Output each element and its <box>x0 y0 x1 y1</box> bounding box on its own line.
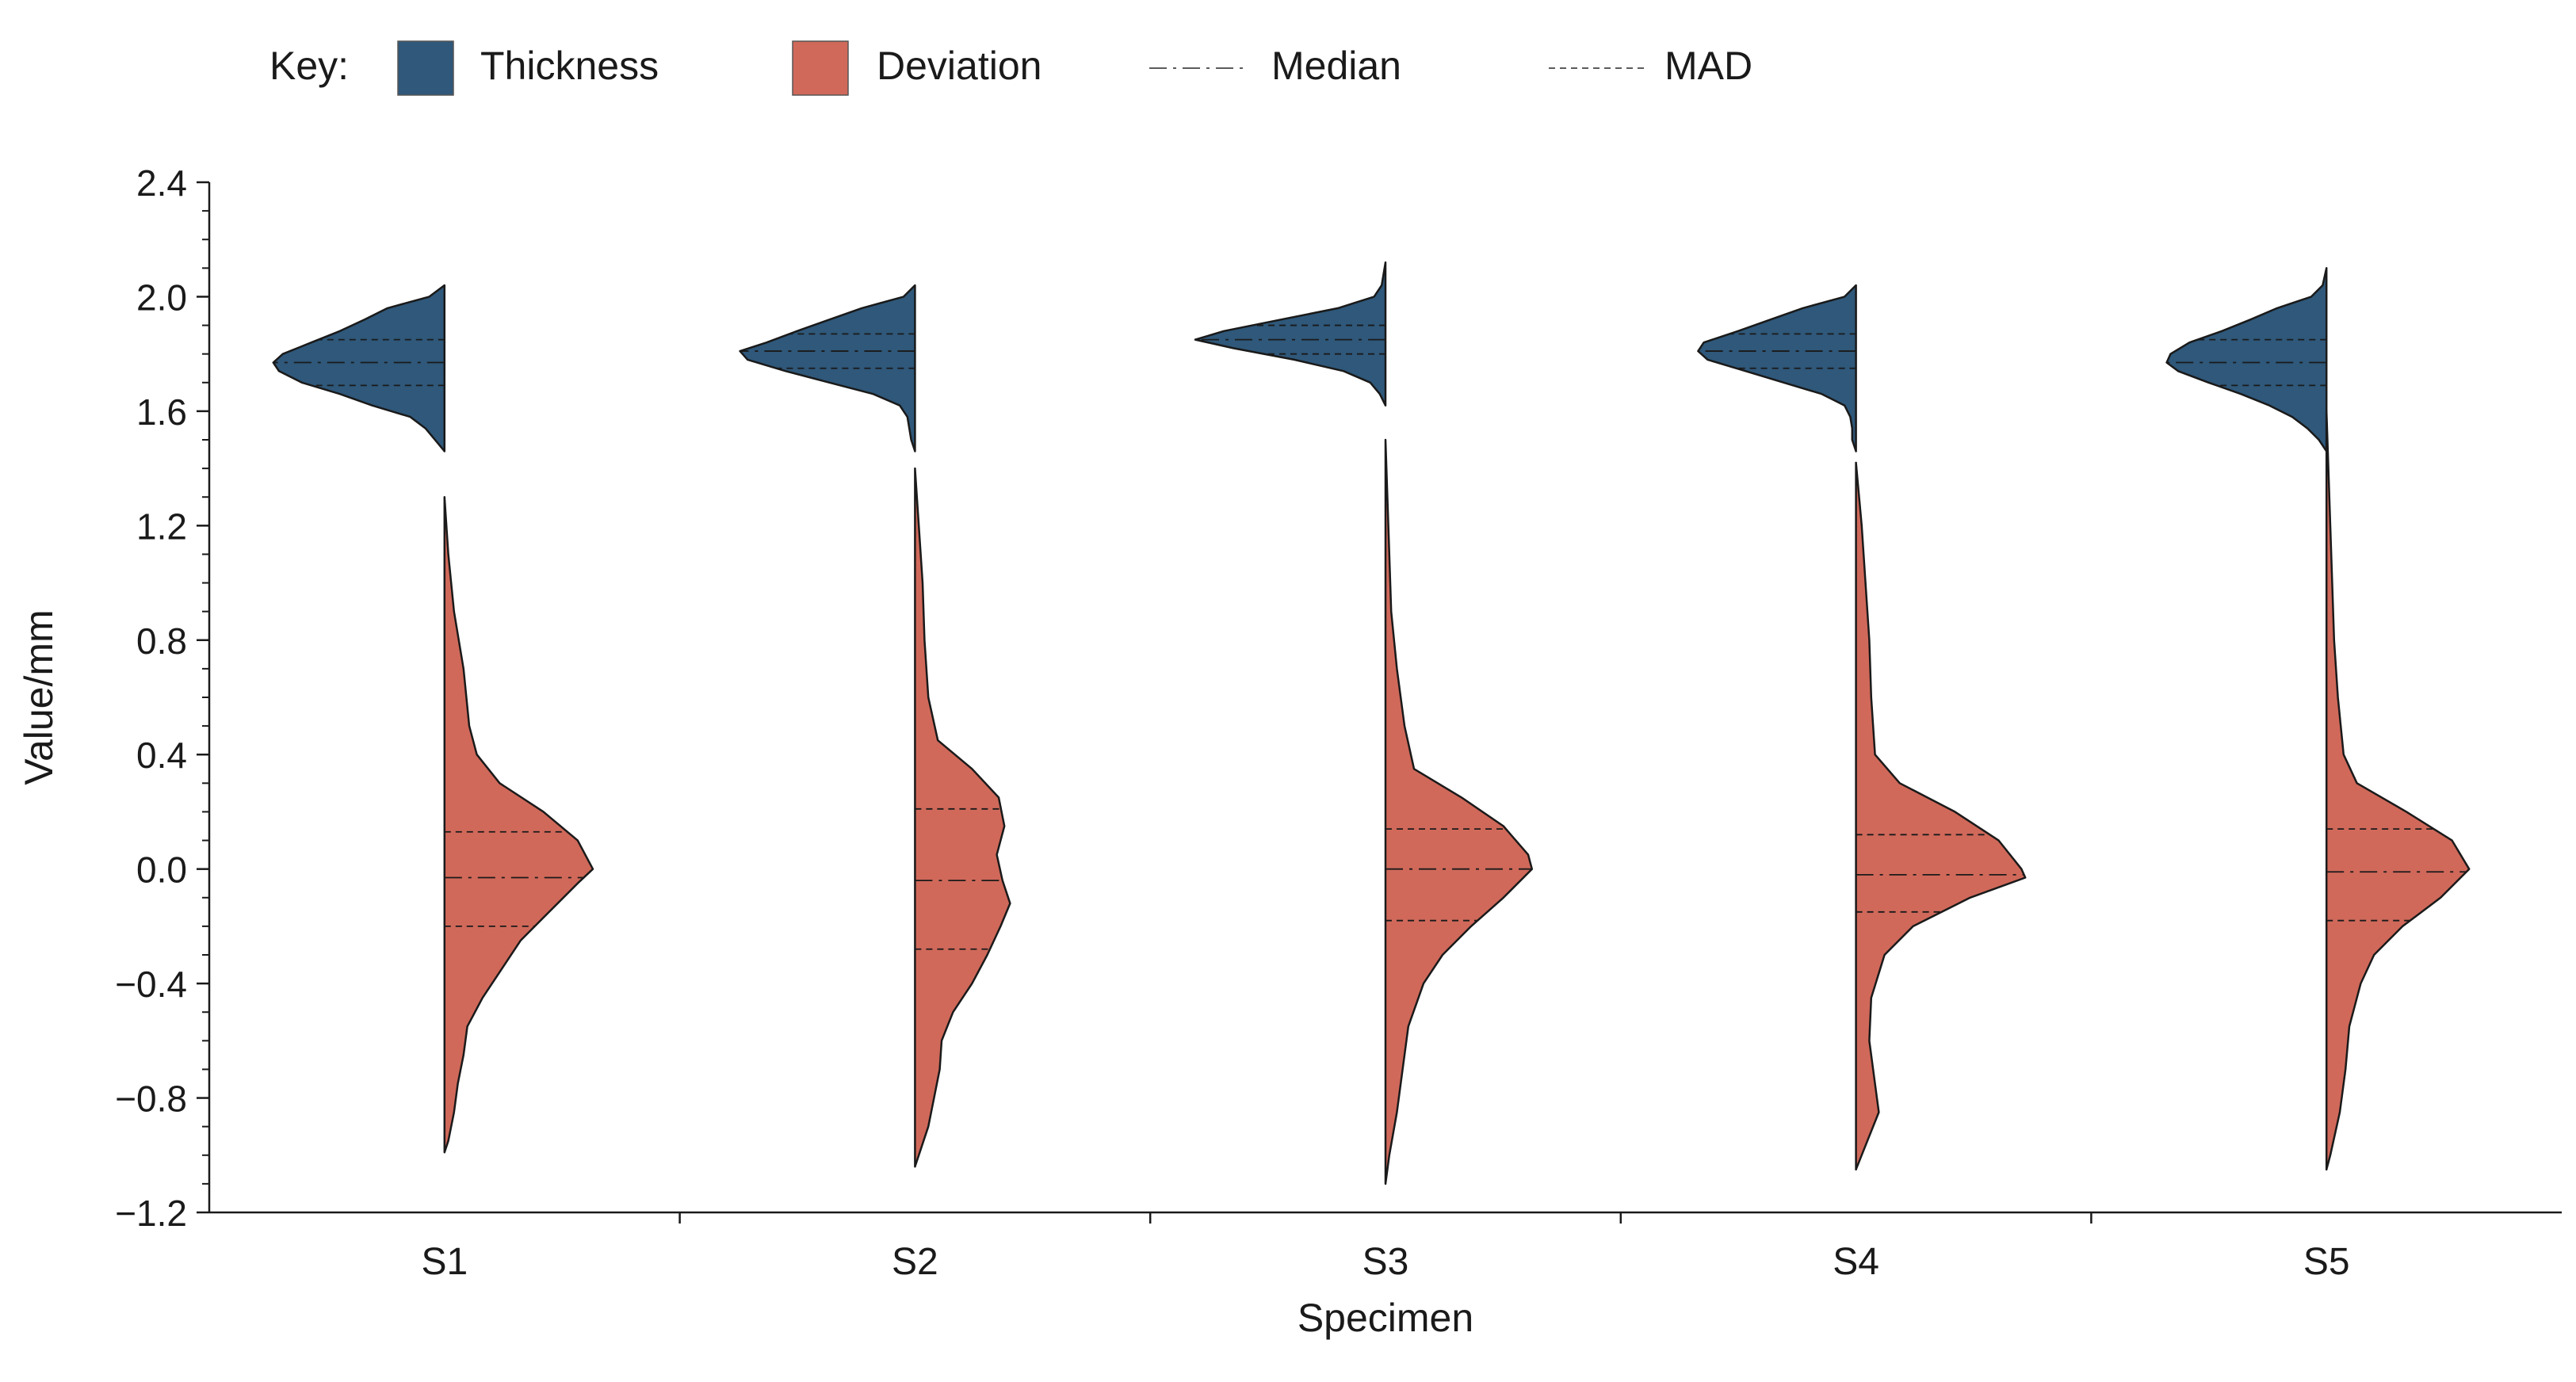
x-tick-label-s5: S5 <box>2303 1241 2350 1283</box>
y-tick-label: −1.2 <box>115 1193 187 1234</box>
violin-deviation-s3 <box>1384 438 1534 1185</box>
violin-deviation-s1 <box>443 495 594 1154</box>
axes: 2.4 2.0 1.6 1.2 0.8 0.4 0.0 −0.4 −0.8 −1.2 S1 S2 S3… <box>17 162 2562 1340</box>
x-tick-label-s1: S1 <box>421 1241 468 1283</box>
y-tick-label: 1.2 <box>136 506 187 547</box>
violin-thickness-s3 <box>1194 261 1387 407</box>
x-tick-label-s2: S2 <box>892 1241 938 1283</box>
legend-item-thickness-swatch <box>397 40 454 96</box>
y-tick-label: −0.8 <box>115 1078 187 1120</box>
violin-deviation-s4 <box>1855 461 2027 1171</box>
y-ticks: 2.4 2.0 1.6 1.2 0.8 0.4 0.0 −0.4 −0.8 −1.2 <box>115 162 209 1234</box>
y-tick-label: 0.8 <box>136 620 187 662</box>
x-axis-label: Specimen <box>1298 1296 1473 1340</box>
legend-item-deviation-label: Deviation <box>877 44 1041 88</box>
x-ticks: S1 S2 S3 S4 S5 <box>421 1212 2350 1283</box>
y-tick-label: 0.4 <box>136 735 187 776</box>
violin-thickness-s1 <box>272 284 446 452</box>
y-tick-label: 0.0 <box>136 849 187 891</box>
y-tick-label: −0.4 <box>115 964 187 1005</box>
legend-item-mad-label: MAD <box>1664 44 1752 88</box>
y-tick-label: 2.0 <box>136 277 187 318</box>
x-tick-label-s3: S3 <box>1363 1241 1409 1283</box>
violin-deviation-s2 <box>914 467 1011 1168</box>
legend-title: Key: <box>269 44 349 88</box>
violin-thickness-s5 <box>2165 267 2328 452</box>
legend: Key: Thickness Deviation Median MAD <box>269 40 1752 96</box>
y-axis-label: Value/mm <box>17 609 61 785</box>
y-tick-label: 1.6 <box>136 391 187 433</box>
y-tick-label: 2.4 <box>136 162 187 204</box>
violins <box>272 261 2471 1185</box>
violin-deviation-s5 <box>2325 410 2471 1171</box>
x-tick-label-s4: S4 <box>1833 1241 1879 1283</box>
legend-item-deviation-swatch <box>792 40 849 96</box>
violin-thickness-s2 <box>739 284 916 452</box>
legend-item-thickness-label: Thickness <box>480 44 659 88</box>
legend-item-median-label: Median <box>1271 44 1401 88</box>
